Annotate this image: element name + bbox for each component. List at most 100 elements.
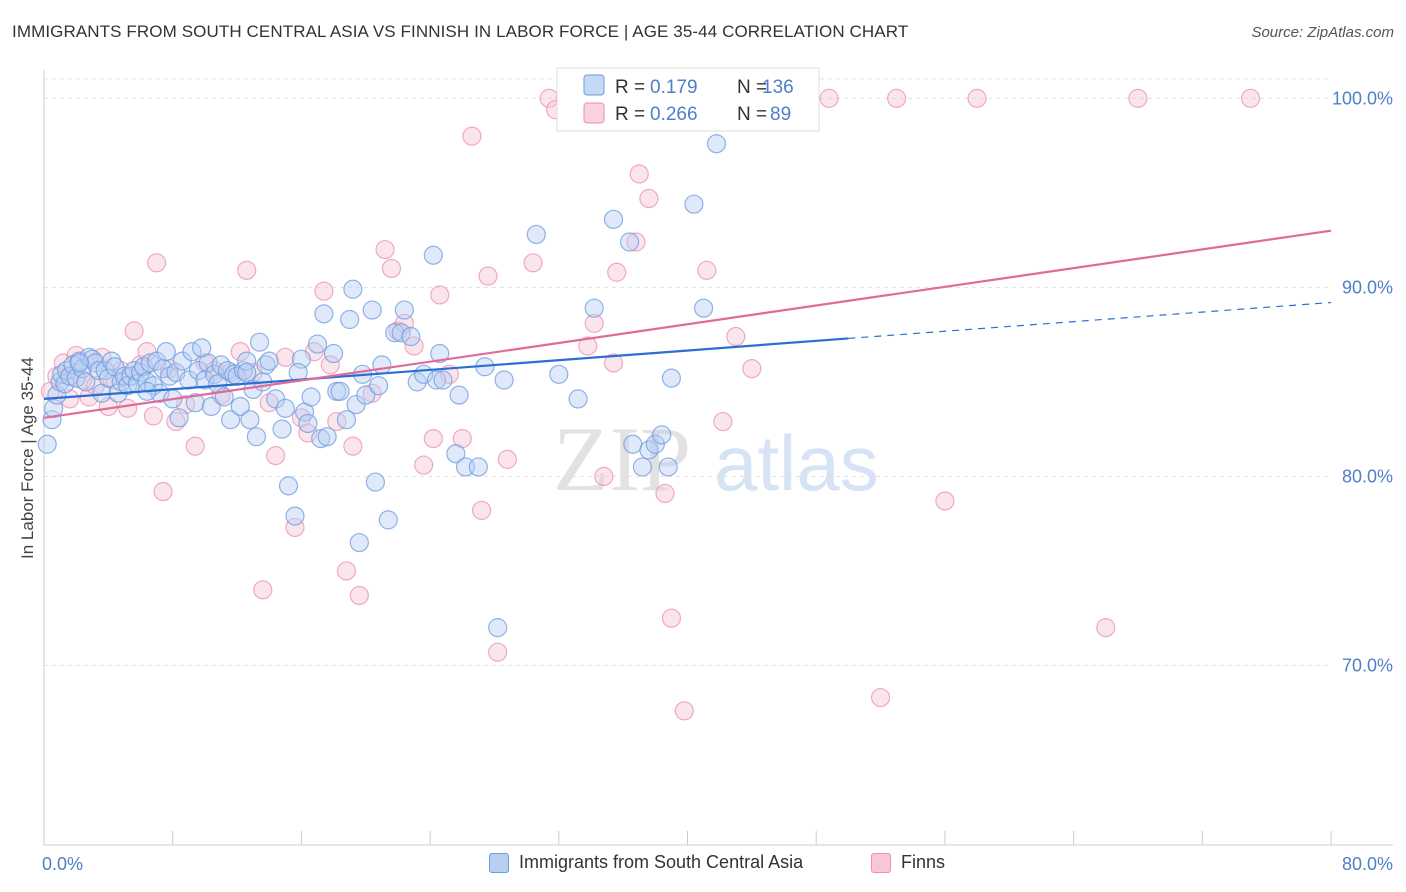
point-immigrants-85 <box>340 309 360 330</box>
point-finns-81 <box>819 88 839 108</box>
point-immigrants-68 <box>259 351 279 371</box>
point-finns-12 <box>118 398 138 418</box>
point-immigrants-136 <box>433 370 453 390</box>
point-immigrants-15 <box>82 349 102 369</box>
point-finns-52 <box>430 285 450 305</box>
legend-item-immigrants: Immigrants from South Central Asia <box>489 852 803 873</box>
point-immigrants-95 <box>391 323 411 343</box>
point-immigrants-45 <box>182 342 202 362</box>
stats-legend-swatch-blue <box>583 74 605 96</box>
stats-n-label-blue: N = <box>737 77 767 98</box>
point-immigrants-88 <box>349 532 369 553</box>
point-immigrants-100 <box>423 245 443 265</box>
point-immigrants-0 <box>37 434 57 454</box>
point-finns-87 <box>1128 88 1148 108</box>
point-finns-40 <box>327 411 347 432</box>
point-finns-46 <box>381 258 402 279</box>
point-immigrants-109 <box>526 224 546 245</box>
point-immigrants-84 <box>336 410 357 430</box>
point-finns-59 <box>497 449 517 469</box>
point-immigrants-65 <box>249 332 270 352</box>
point-immigrants-118 <box>645 434 665 454</box>
point-finns-22 <box>185 436 205 456</box>
point-finns-79 <box>742 359 762 379</box>
point-immigrants-135 <box>237 362 257 383</box>
point-immigrants-103 <box>446 444 466 464</box>
watermark-atlas: atlas <box>714 419 879 507</box>
point-immigrants-98 <box>407 372 427 392</box>
point-immigrants-91 <box>365 472 386 492</box>
point-finns-27 <box>230 342 250 362</box>
y-tick-labels: 100.0% 90.0% 80.0% 70.0% <box>1332 88 1393 675</box>
point-immigrants-71 <box>275 398 295 418</box>
point-immigrants-106 <box>468 457 488 477</box>
x-tick-label-1: 80.0% <box>1342 854 1393 874</box>
trend-lines <box>43 229 1332 419</box>
point-finns-88 <box>1240 88 1261 108</box>
legend-swatch-pink <box>871 852 891 873</box>
point-finns-42 <box>343 436 363 456</box>
point-immigrants-56 <box>221 410 241 430</box>
point-immigrants-17 <box>89 360 109 381</box>
point-finns-70 <box>626 232 646 252</box>
point-immigrants-21 <box>101 351 122 371</box>
point-finns-56 <box>471 500 492 521</box>
point-finns-76 <box>697 260 717 280</box>
point-finns-39 <box>320 355 340 375</box>
point-immigrants-124 <box>706 134 727 154</box>
y-tick-label-3: 70.0% <box>1342 655 1393 675</box>
point-finns-30 <box>253 580 273 600</box>
bottom-legend: Immigrants from South Central Asia Finns <box>0 852 1406 878</box>
point-finns-34 <box>285 517 305 538</box>
point-finns-43 <box>349 585 369 606</box>
point-finns-83 <box>887 88 907 108</box>
point-finns-78 <box>726 326 746 347</box>
point-finns-86 <box>1096 618 1116 638</box>
stats-r-label-blue: R = <box>615 77 645 98</box>
point-finns-45 <box>375 239 395 260</box>
point-immigrants-104 <box>449 385 469 405</box>
point-finns-50 <box>414 455 434 475</box>
point-immigrants-72 <box>278 476 299 496</box>
point-immigrants-113 <box>603 209 624 229</box>
point-finns-84 <box>935 491 955 511</box>
point-immigrants-129 <box>301 387 321 407</box>
point-finns-85 <box>967 88 987 108</box>
point-immigrants-121 <box>661 368 682 388</box>
stats-r-value-pink: 0.266 <box>650 104 698 125</box>
point-finns-17 <box>147 253 167 273</box>
point-immigrants-64 <box>246 427 266 447</box>
point-immigrants-115 <box>623 434 643 454</box>
point-finns-13 <box>124 321 144 341</box>
watermark: ZIP atlas <box>553 408 879 510</box>
point-immigrants-97 <box>401 326 421 347</box>
point-immigrants-59 <box>230 396 250 417</box>
point-immigrants-128 <box>369 376 389 396</box>
point-immigrants-38 <box>156 342 176 362</box>
trend-line-immigrants-extension <box>848 301 1332 340</box>
point-finns-3 <box>60 389 80 409</box>
point-finns-73 <box>655 483 675 504</box>
point-finns-16 <box>143 406 163 426</box>
point-immigrants-102 <box>430 343 450 364</box>
point-finns-71 <box>629 164 649 184</box>
point-finns-66 <box>584 313 604 333</box>
point-immigrants-130 <box>69 353 89 373</box>
point-immigrants-13 <box>76 372 96 392</box>
y-tick-label-1: 90.0% <box>1342 277 1393 297</box>
stats-legend-swatch-pink <box>583 102 605 124</box>
legend-label-immigrants: Immigrants from South Central Asia <box>519 852 804 872</box>
point-finns-74 <box>661 608 682 628</box>
point-immigrants-73 <box>285 506 305 526</box>
point-finns-57 <box>478 266 498 286</box>
point-immigrants-111 <box>568 389 588 409</box>
point-finns-69 <box>607 262 627 282</box>
point-immigrants-42 <box>169 408 189 428</box>
point-immigrants-122 <box>684 194 704 214</box>
point-immigrants-120 <box>658 457 678 477</box>
point-finns-20 <box>166 411 186 432</box>
point-immigrants-80 <box>317 427 337 447</box>
watermark-zip: ZIP <box>553 408 691 510</box>
point-immigrants-61 <box>237 351 257 371</box>
